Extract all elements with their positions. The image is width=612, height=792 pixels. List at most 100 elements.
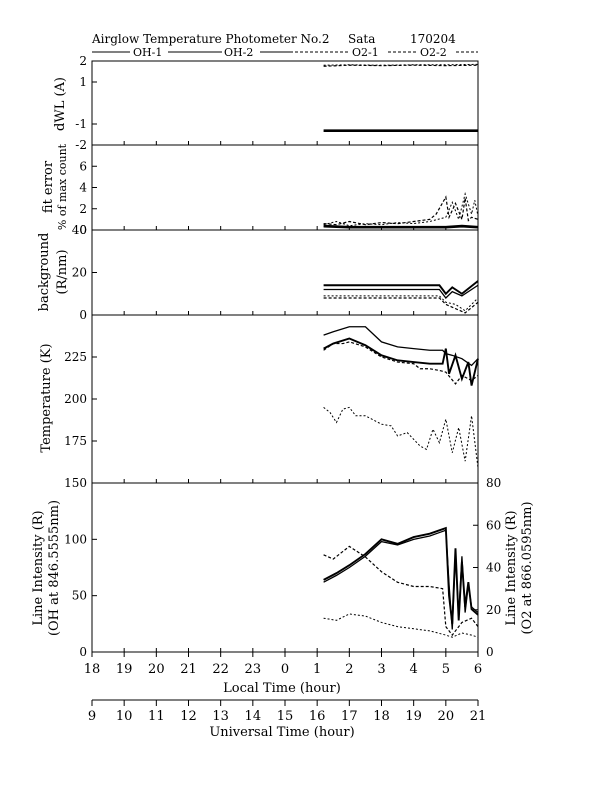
legend-label-oh1: OH-1 [133, 46, 162, 59]
ylabel-dwl: dWL (A) [53, 77, 68, 131]
y-tick-label: 2 [79, 54, 87, 68]
legend-label-oh2: OH-2 [224, 46, 253, 59]
y-tick-label: 150 [64, 476, 87, 490]
ylabel-intensity-o2-2: (O2 at 866.0595nm) [520, 501, 535, 634]
y-tick-label: 1 [79, 75, 87, 89]
ylabel-background-2: (R/nm) [55, 249, 70, 294]
y-right-tick-label: 60 [486, 518, 501, 532]
series-line-oh-2 [323, 526, 479, 624]
y-tick-label: 0 [79, 308, 87, 322]
panel-4: 225 200 175 [64, 314, 479, 484]
local-tick-label: 4 [410, 662, 418, 677]
y-tick-label: -1 [75, 117, 87, 131]
y-tick-label: 100 [64, 532, 87, 546]
date-label: 170204 [410, 32, 456, 46]
local-tick-label: 20 [148, 662, 165, 677]
local-time-label: Local Time (hour) [223, 681, 341, 696]
panel-3: 40 20 0 [72, 223, 479, 322]
y-tick-label: 6 [79, 159, 87, 173]
y-right-tick-label: 40 [486, 561, 501, 575]
series-line-oh-1 [323, 284, 479, 299]
y-right-tick-label: 80 [486, 476, 501, 490]
ut-tick-label: 21 [470, 709, 487, 724]
y-tick-label: 20 [72, 266, 87, 280]
ut-tick-label: 19 [405, 709, 422, 724]
y-tick-label: 50 [72, 589, 87, 603]
ut-tick-label: 18 [373, 709, 390, 724]
legend-label-o22: O2-2 [420, 46, 447, 59]
ut-tick-label: 12 [180, 709, 197, 724]
ut-tick-label: 16 [309, 709, 326, 724]
local-tick-label: 19 [116, 662, 133, 677]
ylabel-intensity-oh-2: (OH at 846.5555nm) [47, 500, 62, 636]
ylabel-temperature: Temperature (K) [39, 343, 54, 452]
universal-time-label: Universal Time (hour) [209, 725, 354, 740]
y-right-tick-label: 0 [486, 645, 494, 659]
y-tick-label: 2 [79, 202, 87, 216]
y-tick-label: 200 [64, 392, 87, 406]
series-line-o2-1 [323, 195, 479, 226]
panel-frame [91, 482, 479, 653]
ut-tick-label: 14 [245, 709, 262, 724]
series-line-o2-2 [323, 63, 479, 66]
series-line-o2-2 [323, 613, 479, 638]
series-line-o2-1 [323, 297, 479, 314]
series-line-oh-2 [323, 224, 479, 228]
series-line-oh-1 [323, 226, 479, 229]
ylabel-intensity-oh-1: Line Intensity (R) [31, 510, 46, 625]
local-tick-label: 0 [281, 662, 289, 677]
local-tick-label: 5 [442, 662, 450, 677]
legend: OH-1 OH-2 O2-1 O2-2 [92, 46, 478, 59]
local-tick-label: 2 [345, 662, 353, 677]
local-tick-label: 21 [180, 662, 197, 677]
local-tick-label: 6 [474, 662, 482, 677]
panel-frame [91, 314, 479, 484]
y-tick-label: -2 [75, 138, 87, 152]
local-tick-label: 3 [377, 662, 385, 677]
ut-tick-label: 11 [148, 709, 165, 724]
legend-label-o21: O2-1 [352, 46, 379, 59]
y-tick-label: 0 [79, 645, 87, 659]
y-tick-label: 175 [64, 434, 87, 448]
series-line-o2-1 [323, 341, 479, 385]
panel-frame [91, 144, 479, 231]
local-time-axis: 18 19 20 21 22 23 0 1 2 3 4 5 6 [84, 652, 482, 677]
ylabel-fit-error-2: % of max count [56, 143, 69, 230]
chart-title: Airglow Temperature Photometer No.2 [91, 32, 330, 46]
local-tick-label: 1 [313, 662, 321, 677]
panel-2: 6 4 2 0 [79, 144, 479, 237]
local-tick-label: 18 [84, 662, 101, 677]
ut-tick-label: 17 [341, 709, 358, 724]
universal-time-axis: 9 10 11 12 13 14 15 16 17 18 19 20 21 [88, 699, 487, 724]
series-line-oh-1 [323, 326, 479, 367]
ut-tick-label: 9 [88, 709, 96, 724]
ut-tick-label: 10 [116, 709, 133, 724]
panel-1: 2 1 -1 -2 [75, 54, 479, 152]
y-tick-label: 225 [64, 350, 87, 364]
ut-tick-label: 15 [277, 709, 294, 724]
y-tick-label: 4 [79, 181, 87, 195]
panel-5: 150 100 50 0 80 60 40 20 0 [64, 476, 501, 659]
series-line-o2-2 [323, 295, 479, 312]
site-name: Sata [348, 32, 375, 46]
ylabel-background-1: background [37, 233, 52, 312]
y-tick-label: 0 [79, 223, 87, 237]
series-line-o2-2 [323, 192, 479, 227]
ut-tick-label: 13 [212, 709, 229, 724]
y-right-tick-label: 20 [486, 603, 501, 617]
panels: 21-1-26420402002252001751501005008060402… [64, 54, 501, 659]
series-line-oh-2 [323, 337, 479, 386]
local-tick-label: 23 [245, 662, 262, 677]
panel-frame [91, 229, 479, 316]
series-line-oh-2 [323, 280, 479, 296]
ylabel-fit-error-1: fit error [41, 160, 56, 213]
series-line-o2-1 [323, 545, 479, 637]
y-tick-label: 40 [72, 223, 87, 237]
local-tick-label: 22 [212, 662, 229, 677]
series-line-o2-1 [323, 64, 479, 67]
ylabel-intensity-o2-1: Line Intensity (R) [504, 510, 519, 625]
panel-frame [91, 60, 479, 146]
series-line-o2-2 [323, 406, 479, 468]
ut-tick-label: 20 [438, 709, 455, 724]
